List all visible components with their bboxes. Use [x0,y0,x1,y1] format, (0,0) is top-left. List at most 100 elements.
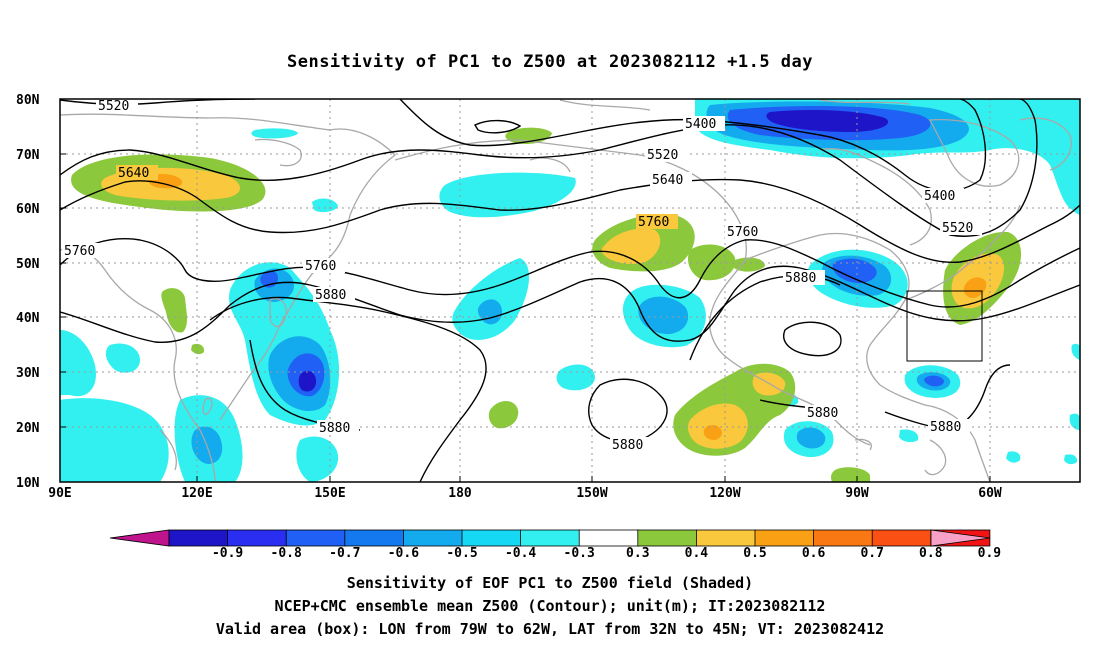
colorbar-segment [578,529,639,547]
contour-5880 [783,321,842,357]
shade-positive-mexico [831,467,870,482]
lon-label: 60W [978,486,1002,501]
colorbar-segment [402,529,463,547]
gridlines [60,99,1080,482]
colorbar-segment [813,529,874,547]
shade-negative-npacific [452,258,530,340]
contour-label: 5880 [930,420,961,435]
lon-label: 150W [576,486,607,501]
colorbar-label: -0.9 [212,546,243,561]
contour-5760 [60,265,1080,343]
colorbar-right-tip [930,529,991,547]
contour-label: 5400 [685,117,716,132]
longitude-labels: 90E 120E 150E 180 150W 120W 90W 60W [48,486,1002,501]
lat-label: 70N [16,148,40,163]
colorbar: -0.9 -0.8 -0.7 -0.6 -0.5 -0.4 -0.3 0.3 0.4 0.5 0.6… [109,529,1001,561]
shade-positive-mexico [703,424,722,440]
contour-label: 5760 [727,225,758,240]
contour-5880 [209,296,487,482]
contour-labels: 5520 5640 5760 5760 5880 5880 5400 5520 … [62,99,982,453]
colorbar-label: -0.7 [329,546,360,561]
lon-label: 90W [845,486,869,501]
colorbar-label: 0.6 [802,546,826,561]
shade-negative-npacific [312,198,338,213]
contour-label: 5760 [64,244,95,259]
lat-label: 30N [16,366,40,381]
contour-label: 5880 [807,406,838,421]
contour-label: 5880 [319,421,350,436]
shade-negative-npacific [477,299,503,325]
shade-positive-nepacific [161,288,188,333]
lon-label: 90E [48,486,71,501]
contour-5640 [60,178,1080,264]
contour-label: 5880 [612,438,643,453]
colorbar-label: -0.4 [505,546,536,561]
latitude-labels: 80N 70N 60N 50N 40N 30N 20N 10N [16,93,40,491]
colorbar-label: -0.6 [388,546,419,561]
lat-label: 80N [16,93,40,108]
colorbar-left-tip [109,529,170,547]
colorbar-label: 0.9 [978,546,1001,561]
shade-negative-greenland [766,110,889,132]
lon-label: 120E [181,486,212,501]
colorbar-segment [520,529,581,547]
contour-label: 5520 [98,99,129,114]
contour-label: 5880 [785,271,816,286]
lat-label: 10N [16,476,40,491]
colorbar-segment [754,529,815,547]
colorbar-segment [227,529,288,547]
lon-label: 180 [448,486,472,501]
lon-label: 120W [709,486,740,501]
shade-positive-nepacific [488,401,519,429]
contour-label: 5760 [305,259,336,274]
contour-5880 [884,364,1011,431]
colorbar-segment [344,529,405,547]
shade-negative-camerica [1071,343,1080,360]
plot-frame [59,98,1081,483]
footer-line: NCEP+CMC ensemble mean Z500 (Contour); u… [274,597,826,615]
colorbar-segment [168,529,229,547]
shade-negative-atlantic [924,375,944,387]
shade-positive-nepacific [734,257,765,272]
contour-5520 [60,99,1038,237]
contour-label: 5760 [638,215,669,230]
shade-negative-camerica [1069,413,1080,430]
shade-positive-target [963,277,987,298]
shade-negative-us [832,258,877,283]
footer-line: Sensitivity of EOF PC1 to Z500 field (Sh… [346,574,754,592]
shade-negative-npacific [251,128,298,139]
colorbar-label: 0.7 [860,546,883,561]
contour-5400 [399,99,987,192]
lat-label: 20N [16,421,40,436]
shade-negative-wpacific [60,398,169,482]
chart-title: Sensitivity of PC1 to Z500 at 2023082112… [286,52,813,72]
contour-5760 [60,238,1080,308]
contour-label: 5520 [647,148,678,163]
contour-label: 5640 [118,166,149,181]
shade-negative-camerica [899,429,919,443]
valid-area-box [906,290,983,362]
shade-negative-camerica [796,427,826,449]
colorbar-segment [637,529,698,547]
colorbar-label: 0.3 [626,546,649,561]
contour-label: 5880 [315,288,346,303]
colorbar-label: 0.8 [919,546,943,561]
colorbar-label: 0.4 [685,546,709,561]
shade-negative-npacific [556,364,595,391]
shade-negative-greenland [1056,136,1080,215]
colorbar-label: 0.5 [743,546,766,561]
shade-negative-wpacific [60,330,96,397]
colorbar-label: -0.3 [564,546,595,561]
contour-label: 5520 [942,221,973,236]
colorbar-segment [461,529,522,547]
colorbar-label: -0.8 [271,546,302,561]
shade-negative-camerica [1064,454,1078,465]
lat-label: 60N [16,202,40,217]
lat-label: 50N [16,257,40,272]
colorbar-segment [285,529,346,547]
shade-positive-nepacific [191,343,205,355]
contour-5400 [473,119,522,134]
shade-negative-camerica [1006,451,1021,463]
